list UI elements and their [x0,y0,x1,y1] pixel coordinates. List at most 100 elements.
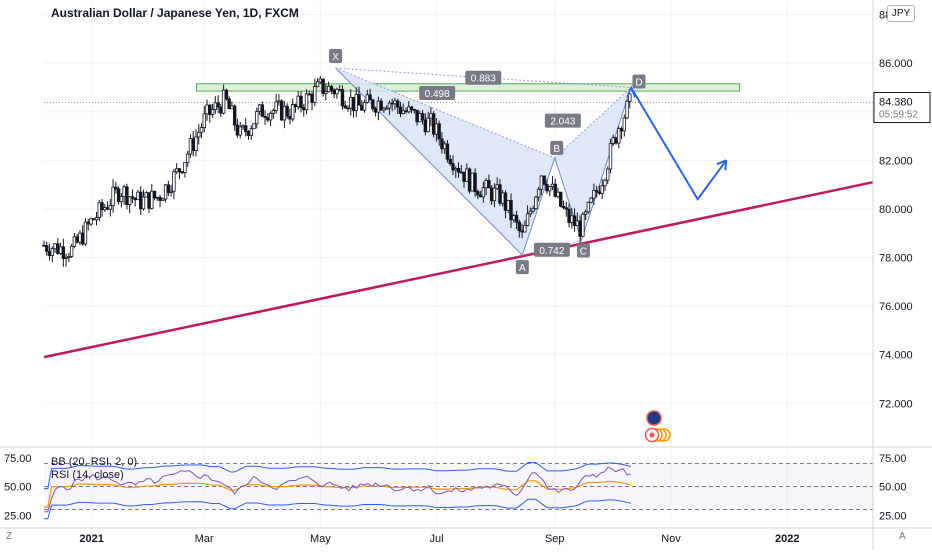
bb-indicator-label[interactable]: BB (20, RSI, 2, 0) [51,456,138,468]
trendline-group [43,102,874,359]
bcd-triangle [554,87,631,241]
candle-body [266,117,270,121]
candle-body [282,105,287,121]
candle-body [506,200,510,211]
rsi-indicator-label[interactable]: RSI (14, close) [51,469,124,481]
candle-body [208,104,212,115]
point-label-c-box [576,243,590,258]
candle-body [536,188,541,198]
point-label-a-box [515,260,529,275]
candle-body [559,191,563,207]
point-label-c: C [580,247,587,258]
candle-body [108,205,113,210]
candle-body [340,89,345,107]
candle-body [290,104,295,120]
candle-body [594,190,599,193]
y-tick-label: 72.000 [879,398,913,410]
candle-body [329,85,334,91]
candle-body [296,95,300,108]
y-tick-label: 74.000 [879,350,913,362]
candle-body [617,128,621,144]
candle-body [373,108,378,113]
candle-body [288,115,292,120]
candle-body [351,97,356,111]
candle-body [80,232,85,245]
candle-body [47,251,52,256]
candle-body [445,143,450,160]
candle-body [614,137,618,144]
candle-body [440,138,444,150]
candle-body [572,215,577,227]
rsi-line [44,466,632,513]
candle-body [53,243,57,250]
candle-body [619,128,624,132]
candle-body [622,117,626,132]
harmonic-pattern [335,67,632,257]
candle-body [238,126,242,136]
candle-body [354,94,358,111]
candle-body [97,202,101,219]
y-tick-label: 76.000 [879,301,913,313]
candle-body [489,187,494,202]
ratio-label: 0.883 [471,74,496,85]
candle-body [86,221,90,225]
candle-body [401,110,405,114]
candle-body [69,245,74,257]
candle-body [72,236,77,247]
currency-badge[interactable]: JPY [887,5,915,22]
candle-body [268,112,273,121]
candle-body [75,236,79,243]
candle-body [465,168,469,182]
zoom-corner-button[interactable]: Z [6,531,13,542]
pattern-ratio-line [335,67,555,159]
candle-body [404,110,408,113]
point-label-b: B [553,144,560,155]
candle-body [315,81,320,88]
candle-body [517,221,521,232]
candle-body [293,104,298,108]
auto-scale-button[interactable]: A [899,531,906,542]
candle-body [177,168,182,173]
candle-body [520,230,524,233]
y-tick-label: 78.000 [879,253,913,265]
candle-body [224,89,229,100]
candle-body [467,168,472,192]
candle-body [412,109,416,111]
projection-arrowhead [716,159,727,166]
candle-body [277,100,281,103]
candle-body [542,175,546,185]
candle-body [343,105,347,109]
candle-body [473,172,477,192]
candle-body [213,102,218,110]
candle-body [92,218,96,221]
candle-body [260,104,265,117]
candle-body [423,119,428,133]
japan-flag-dot [649,432,655,438]
candle-body [158,196,162,201]
candle-body [318,78,323,83]
candle-body [589,197,593,203]
y-tick-label: 82.000 [879,155,913,167]
candle-body [61,246,66,259]
candle-body [299,95,303,108]
candle-body [161,198,165,201]
candle-body [349,97,353,109]
candle-body [523,225,527,233]
candle-body [274,101,278,111]
rsi-tick-left: 75.00 [4,453,32,465]
y-tick-label: 86.000 [879,58,913,70]
candle-body [232,105,237,126]
candle-body [116,188,121,203]
candle-body [332,89,336,95]
x-tick-label: May [310,533,331,545]
candle-body [263,115,267,119]
x-tick-label: Nov [661,533,681,545]
candle-body [45,245,49,252]
candle-body [326,85,331,93]
candle-body [420,113,425,121]
candle-body [525,213,530,226]
candle-body [393,100,397,105]
